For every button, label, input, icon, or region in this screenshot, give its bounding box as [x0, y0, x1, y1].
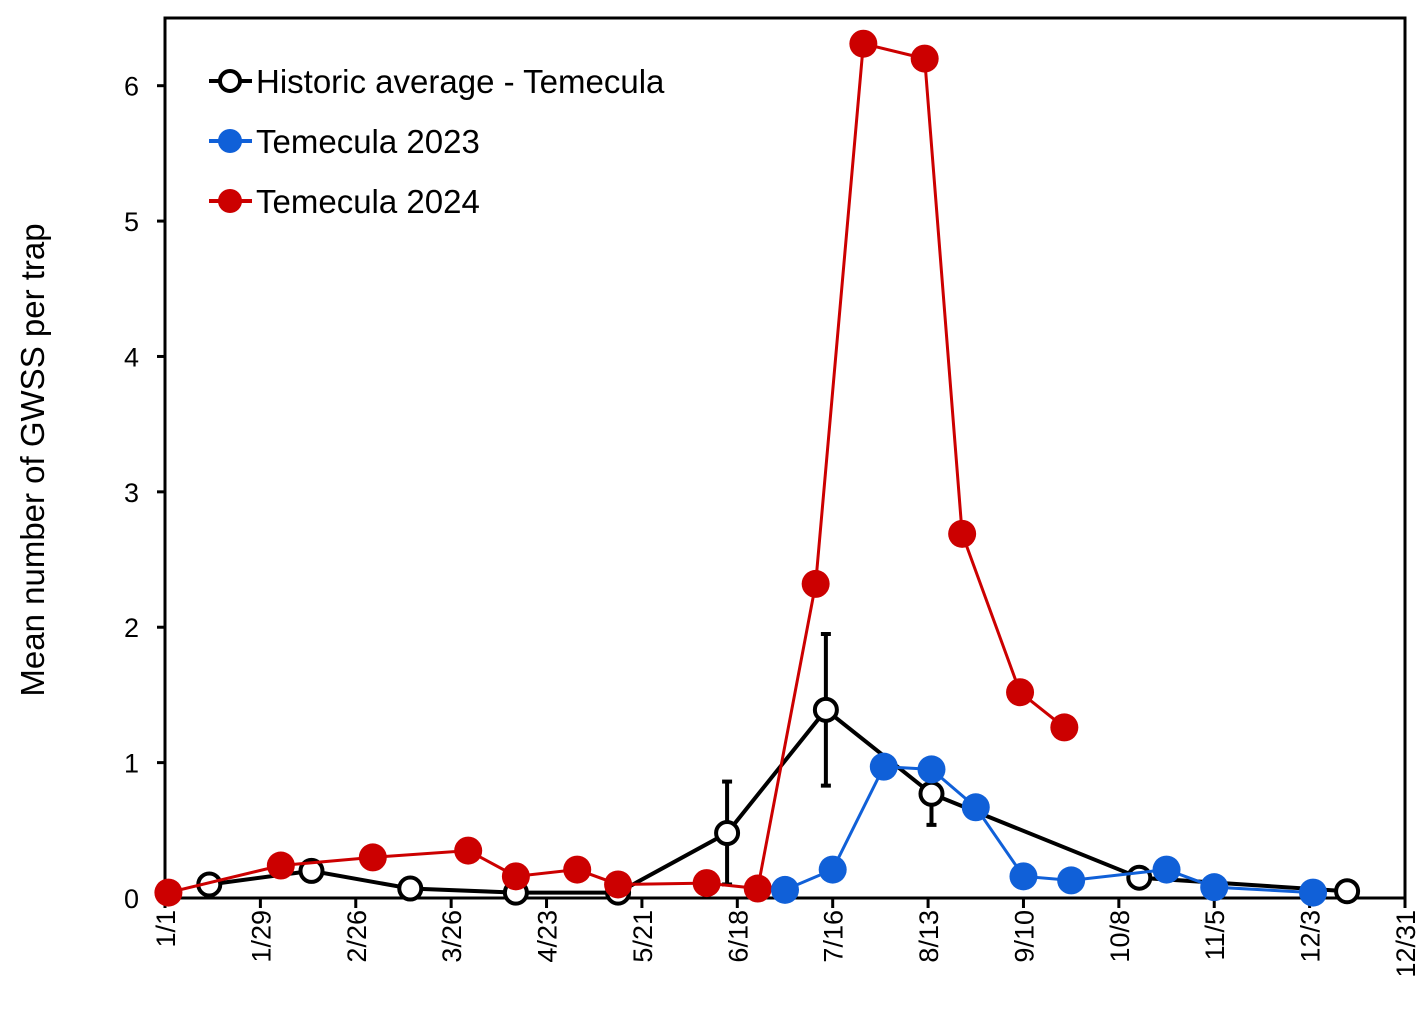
legend-label: Temecula 2024	[256, 183, 480, 220]
series-2	[154, 29, 1079, 907]
series-line	[784, 765, 1314, 895]
data-point	[1299, 878, 1328, 907]
data-point	[948, 519, 977, 548]
data-point	[1126, 864, 1153, 891]
data-point	[454, 836, 483, 865]
data-point	[849, 29, 878, 58]
x-tick-label: 7/16	[819, 910, 849, 963]
x-tick-label: 1/1	[151, 910, 181, 948]
data-point	[154, 878, 183, 907]
legend-marker	[218, 189, 242, 213]
data-point	[604, 870, 633, 899]
x-tick-label: 1/29	[246, 910, 276, 963]
legend-marker	[218, 69, 242, 93]
data-point	[1050, 713, 1079, 742]
y-tick-label: 6	[124, 72, 139, 102]
x-tick-label: 12/3	[1296, 910, 1326, 963]
series-1	[771, 752, 1328, 907]
data-point	[801, 569, 830, 598]
data-point	[771, 875, 799, 904]
data-point	[918, 780, 945, 807]
data-point	[1152, 855, 1181, 884]
data-point	[358, 843, 387, 872]
data-point	[910, 44, 939, 73]
y-tick-label: 2	[124, 613, 139, 643]
data-point	[714, 820, 741, 847]
data-point	[266, 851, 295, 880]
y-tick-label: 1	[124, 749, 139, 779]
x-tick-label: 12/31	[1391, 910, 1420, 978]
x-tick-label: 10/8	[1105, 910, 1135, 963]
data-point	[692, 869, 721, 898]
data-point	[869, 752, 898, 781]
y-tick-label: 4	[124, 342, 139, 372]
data-point	[501, 862, 530, 891]
x-tick-label: 6/18	[723, 910, 753, 963]
data-point	[1009, 862, 1038, 891]
series-layer	[154, 29, 1361, 907]
x-tick-label: 2/26	[342, 910, 372, 963]
data-point	[1200, 873, 1229, 902]
legend: Historic average - Temecula Temecula 2023…	[209, 63, 665, 220]
data-point	[818, 855, 847, 884]
data-point	[1334, 878, 1361, 905]
x-tick-label: 3/26	[437, 910, 467, 963]
y-tick-label: 3	[124, 478, 139, 508]
series-line	[209, 707, 1348, 895]
y-axis-label: Mean number of GWSS per trap	[14, 223, 51, 696]
axes: 0 1 2 3 4 5 6 1/1 1/29 2/26 3/26 4/23 5/21 6/18 7/16 8/…	[124, 16, 1420, 978]
data-point	[812, 696, 839, 723]
legend-marker	[218, 129, 242, 153]
legend-label: Temecula 2023	[256, 123, 480, 160]
data-point	[1006, 678, 1035, 707]
x-tick-label: 11/5	[1200, 910, 1230, 961]
data-point	[917, 755, 946, 784]
y-tick-label: 5	[124, 207, 139, 237]
data-point	[1057, 866, 1086, 895]
x-tick-label: 5/21	[628, 910, 658, 963]
x-tick-label: 4/23	[533, 910, 563, 963]
legend-label: Historic average - Temecula	[256, 63, 665, 100]
data-point	[961, 793, 990, 822]
data-point	[743, 874, 772, 903]
x-tick-label: 9/10	[1009, 910, 1039, 963]
data-point	[298, 857, 325, 884]
y-tick-label: 0	[124, 884, 139, 914]
data-point	[563, 855, 592, 884]
x-tick-label: 8/13	[914, 910, 944, 963]
data-point	[397, 875, 424, 902]
